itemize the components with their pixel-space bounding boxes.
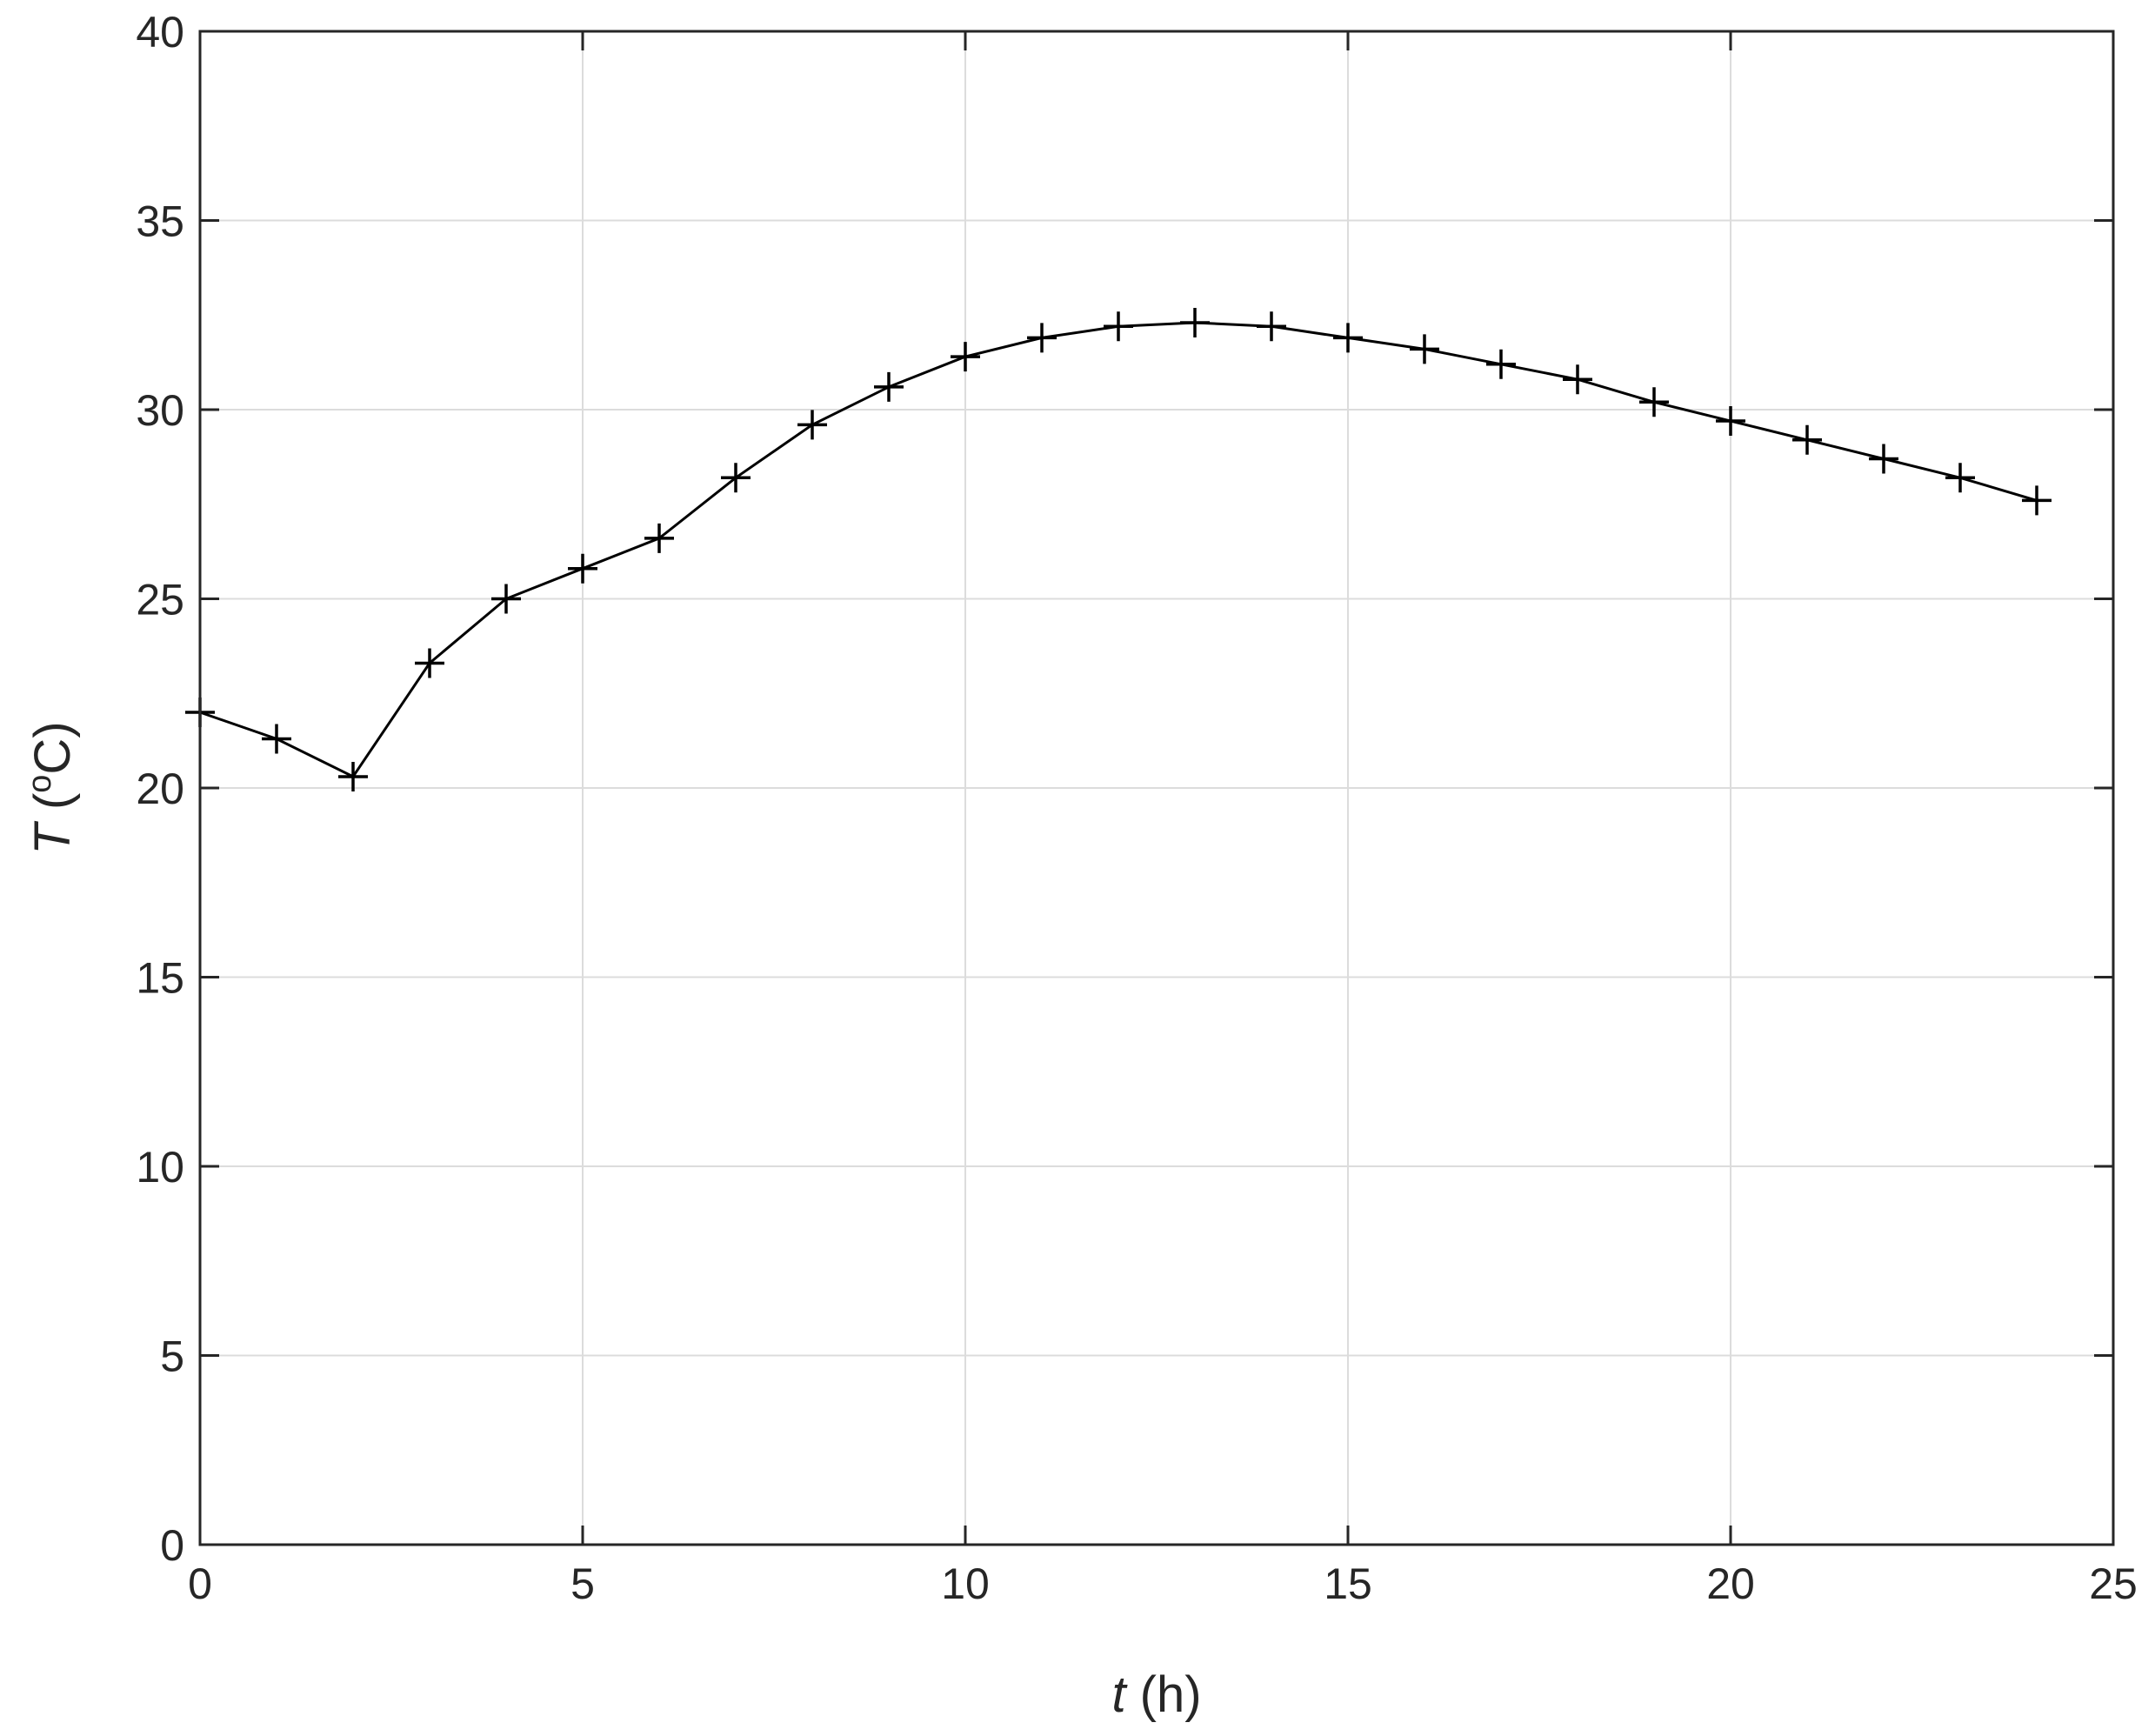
y-axis-label-open: ( [24, 793, 81, 824]
data-point-marker [1792, 424, 1822, 455]
data-point-marker [1027, 323, 1057, 353]
data-point-marker [721, 463, 751, 493]
data-point-marker [262, 724, 291, 754]
y-tick-label: 5 [160, 1332, 184, 1381]
y-tick-label: 15 [136, 954, 184, 1003]
data-point-marker [874, 371, 904, 402]
x-axis-label-unit: (h) [1126, 1666, 1202, 1723]
x-tick-label: 25 [2089, 1559, 2138, 1608]
data-point-marker [1257, 311, 1286, 342]
data-point-marker [1945, 463, 1975, 493]
series [185, 307, 2052, 791]
data-point-marker [1869, 444, 1898, 474]
x-tick-label: 5 [570, 1559, 595, 1608]
y-tick-label: 10 [136, 1143, 184, 1192]
data-point-marker [1563, 364, 1592, 395]
y-tick-label: 30 [136, 386, 184, 435]
data-point-marker [568, 553, 597, 584]
x-tick-label: 10 [941, 1559, 990, 1608]
data-point-marker [2022, 485, 2052, 516]
data-point-marker [1410, 334, 1439, 364]
ticks [198, 30, 2115, 1546]
x-tick-label: 20 [1706, 1559, 1755, 1608]
x-axis-label-var: t [1111, 1666, 1128, 1723]
y-axis-label: T (oC) [22, 721, 81, 854]
data-point-marker [338, 761, 368, 791]
data-point-marker [951, 342, 980, 372]
data-point-marker [1716, 406, 1745, 437]
y-axis-label-var: T [24, 821, 81, 855]
data-point-marker [1333, 323, 1363, 353]
x-axis-label: t (h) [1111, 1666, 1201, 1723]
data-point-marker [1180, 307, 1210, 337]
data-point-marker [644, 523, 674, 553]
y-axis-label-degree: o [22, 775, 58, 793]
y-axis-label-unit: C) [24, 721, 81, 774]
y-tick-label: 40 [136, 8, 184, 57]
data-point-marker [491, 584, 521, 614]
data-point-marker [415, 648, 444, 678]
x-tick-label: 15 [1324, 1559, 1372, 1608]
y-tick-label: 20 [136, 765, 184, 813]
data-point-marker [1639, 387, 1669, 417]
y-tick-label: 25 [136, 576, 184, 624]
data-point-marker [1486, 349, 1516, 379]
x-tick-label: 0 [188, 1559, 212, 1608]
data-point-marker [1104, 311, 1133, 342]
y-tick-label: 35 [136, 197, 184, 246]
tick-labels: 0 5 10 15 20 25 0 5 10 15 20 25 30 35 40 [136, 8, 2137, 1608]
data-point-marker [797, 410, 827, 440]
y-tick-label: 0 [160, 1521, 184, 1570]
